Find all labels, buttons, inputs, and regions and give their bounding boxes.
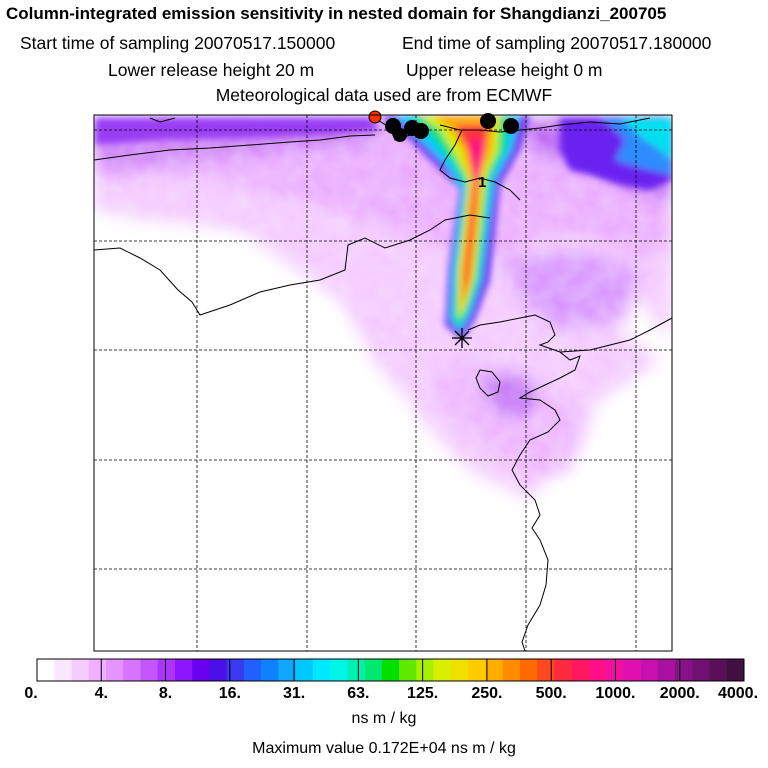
colorbar-swatch xyxy=(37,659,55,681)
colorbar-swatch xyxy=(140,659,158,681)
colorbar-swatch xyxy=(399,659,417,681)
met-data-note: Meteorological data used are from ECMWF xyxy=(215,85,553,105)
colorbar-label: 2000. xyxy=(659,685,700,702)
colorbar-swatch xyxy=(416,659,434,681)
colorbar-swatch xyxy=(588,659,607,681)
colorbar-swatch xyxy=(295,659,314,681)
colorbar-label: 250. xyxy=(471,685,503,702)
cluster-marker xyxy=(503,118,519,134)
colorbar-swatch xyxy=(381,659,400,681)
colorbar-swatch xyxy=(157,659,176,681)
upper-release-height: Upper release height 0 m xyxy=(406,60,603,80)
colorbar-swatch xyxy=(692,659,710,681)
start-time: Start time of sampling 20070517.150000 xyxy=(20,33,336,53)
colorbar-swatch xyxy=(71,659,90,681)
colorbar-swatch xyxy=(105,659,124,681)
colorbar-swatch xyxy=(243,659,262,681)
colorbar-swatch xyxy=(123,659,141,681)
maximum-value: Maximum value 0.172E+04 ns m / kg xyxy=(252,740,516,757)
colorbar-swatch xyxy=(433,659,452,681)
colorbar-label: 125. xyxy=(407,685,439,702)
colorbar-swatch xyxy=(675,659,693,681)
colorbar-label: 4. xyxy=(94,685,108,702)
colorbar xyxy=(36,658,745,682)
colorbar-swatch xyxy=(571,659,590,681)
colorbar-label: 8. xyxy=(158,685,173,702)
map-title: Column-integrated emission sensitivity i… xyxy=(6,4,667,23)
cluster-marker xyxy=(393,128,407,142)
colorbar-swatch xyxy=(364,659,383,681)
colorbar-swatch xyxy=(192,659,210,681)
colorbar-swatch xyxy=(468,659,486,681)
colorbar-label: 0. xyxy=(24,685,38,702)
colorbar-swatch xyxy=(726,659,745,681)
sensitivity-field xyxy=(94,115,672,651)
sampling-time-line: Start time of sampling 20070517.150000 E… xyxy=(20,33,768,53)
receptor-star-icon xyxy=(452,328,472,348)
colorbar-label: 16. xyxy=(218,685,241,702)
colorbar-unit: ns m / kg xyxy=(351,710,417,727)
release-height-line: Lower release height 20 m Upper release … xyxy=(108,60,768,80)
colorbar-label: 1000. xyxy=(595,685,636,702)
colorbar-swatch xyxy=(347,659,365,681)
colorbar-swatch xyxy=(709,659,728,681)
colorbar-border xyxy=(36,658,745,682)
end-time: End time of sampling 20070517.180000 xyxy=(402,33,712,53)
colorbar-swatch xyxy=(606,659,624,681)
cluster-markers: 1 xyxy=(368,110,519,191)
plume xyxy=(380,116,530,340)
colorbar-label: 31. xyxy=(282,685,306,702)
colorbar-label: 500. xyxy=(535,685,567,702)
colorbar-swatch xyxy=(537,659,555,681)
cluster-marker xyxy=(480,113,496,129)
lower-release-height: Lower release height 20 m xyxy=(108,60,315,80)
colorbar-swatch xyxy=(623,659,641,681)
colorbar-swatch xyxy=(54,659,72,681)
colorbar-swatch xyxy=(226,659,245,681)
map-frame xyxy=(93,114,673,652)
colorbar-swatch xyxy=(88,659,107,681)
lat-lon-grid xyxy=(94,115,672,651)
colorbar-swatch xyxy=(261,659,279,681)
colorbar-swatch xyxy=(330,659,348,681)
colorbar-swatch xyxy=(502,659,521,681)
colorbar-swatch xyxy=(209,659,227,681)
colorbar-swatch xyxy=(554,659,572,681)
colorbar-swatch xyxy=(174,659,193,681)
colorbar-label: 4000. xyxy=(717,685,759,702)
colorbar-label: 63. xyxy=(347,685,370,702)
cluster-marker-red xyxy=(368,110,382,124)
colorbar-swatch xyxy=(450,659,469,681)
colorbar-swatch xyxy=(278,659,296,681)
cluster-label: 1 xyxy=(478,174,486,191)
colorbar-swatch xyxy=(657,659,676,681)
colorbar-swatch xyxy=(519,659,538,681)
cluster-marker xyxy=(413,123,429,139)
colorbar-swatch xyxy=(312,659,331,681)
colorbar-swatch xyxy=(485,659,503,681)
colorbar-swatch xyxy=(640,659,659,681)
